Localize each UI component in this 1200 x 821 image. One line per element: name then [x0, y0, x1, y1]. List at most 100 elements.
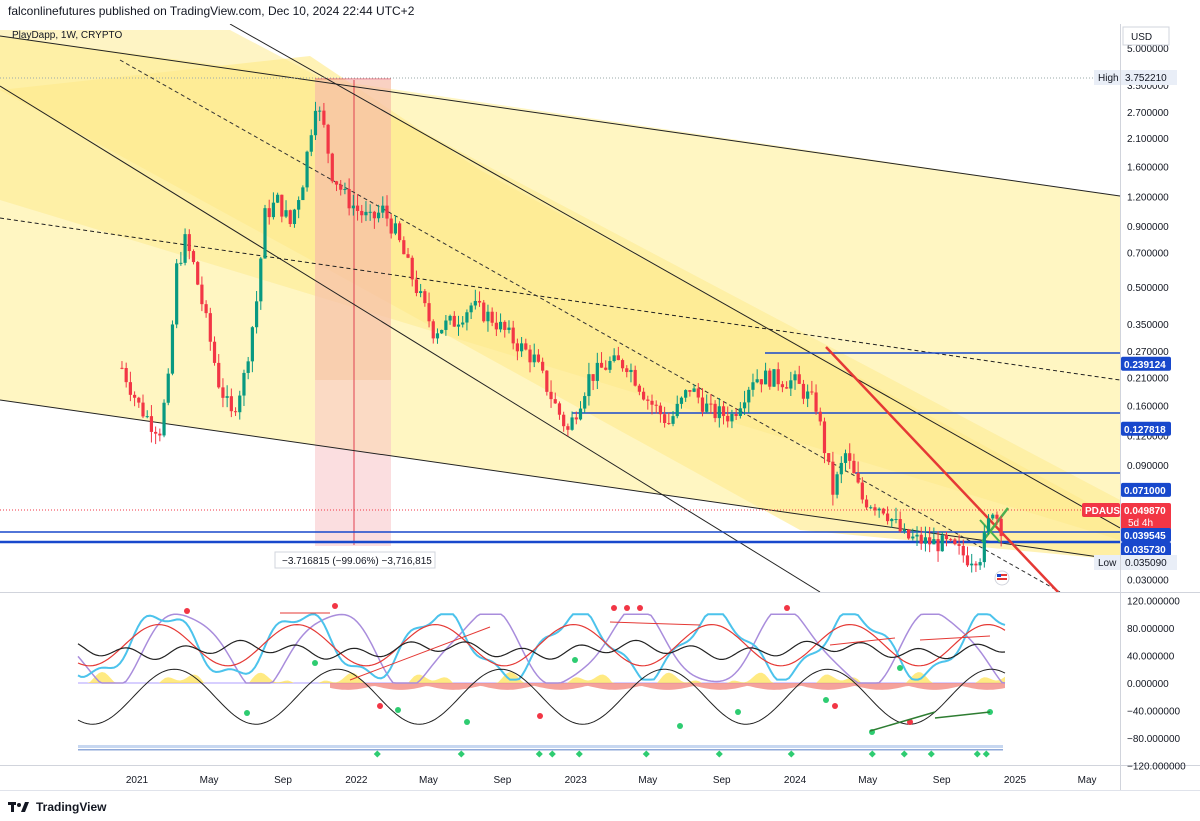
candle-body: [461, 322, 465, 325]
oscillator-pane[interactable]: [77, 603, 1006, 758]
oscillator-axis[interactable]: 120.000000 80.000000 40.000000 0.000000 −40.…: [1127, 597, 1186, 773]
candle-body: [292, 209, 297, 225]
candle-body: [158, 433, 162, 436]
candle-body: [801, 383, 806, 399]
channel-bottom-line: [0, 399, 1120, 561]
tradingview-logo-icon: [8, 800, 30, 814]
candle-body: [742, 402, 747, 409]
candle-body: [532, 354, 536, 363]
candle-body: [759, 379, 763, 385]
candle-body: [999, 518, 1003, 537]
candle-body: [376, 212, 381, 219]
candle-body: [953, 539, 957, 545]
price-tick-label: 2.100000: [1127, 134, 1169, 145]
price-tick-label: 2.700000: [1127, 108, 1169, 119]
divergence-top-4: [829, 637, 896, 646]
candle-body: [334, 181, 339, 185]
candle-body: [721, 406, 726, 416]
candle-body: [583, 396, 587, 409]
oscillator-tick-label: 0.000000: [1127, 679, 1169, 690]
candle-body: [936, 539, 940, 552]
candle-body: [187, 234, 191, 252]
candle-body: [360, 210, 364, 216]
time-tick-label: Sep: [493, 775, 511, 786]
price-tick-label: 0.900000: [1127, 222, 1169, 233]
divergence-top-5: [919, 635, 991, 641]
time-axis[interactable]: 2021 May Sep 2022 May Sep 2023 May Sep 2024 May Sep…: [126, 775, 1097, 786]
candle-body: [679, 397, 684, 404]
price-tag-value: 0.239124: [1124, 360, 1166, 371]
oscillator-tick-label: 40.000000: [1127, 652, 1175, 663]
currency-box[interactable]: [1122, 26, 1170, 46]
candle-body: [780, 384, 785, 388]
candle-body: [389, 218, 393, 234]
candle-body: [608, 361, 612, 370]
candle-body: [692, 388, 696, 392]
candle-body: [574, 417, 578, 420]
candle-body: [498, 321, 503, 330]
price-tag-bg: [1121, 356, 1171, 371]
candle-body: [705, 403, 709, 412]
band-signal-dot: [575, 750, 583, 758]
candle-body: [250, 327, 254, 362]
candle-body: [402, 240, 406, 255]
candle-body: [355, 205, 360, 211]
candle-body: [776, 369, 780, 385]
candle-body: [785, 387, 789, 389]
candle-body: [814, 392, 818, 412]
candle-body: [717, 406, 721, 419]
candle-body: [860, 482, 864, 500]
candle-body: [284, 210, 288, 217]
price-tag-bg: [1121, 528, 1171, 542]
candle-body: [372, 211, 376, 219]
band-signal-dot: [642, 750, 650, 758]
candle-body: [856, 473, 860, 483]
candle-body: [658, 405, 663, 415]
band-signal-dot: [535, 750, 543, 758]
candle-body: [629, 369, 633, 373]
symbol-tag: PDAUSD: [1085, 506, 1127, 517]
price-pane[interactable]: −3.716815 (−99.06%) −3,716,815 PlayDapp,…: [0, 24, 1120, 592]
candle-body: [852, 460, 856, 474]
candle-body: [881, 508, 885, 514]
candle-body: [225, 396, 229, 398]
candle-body: [217, 362, 221, 388]
divergence-bottom-2: [934, 711, 991, 719]
price-tag-value: 3.752210: [1125, 73, 1167, 84]
candle-body: [667, 423, 671, 425]
red-trendline: [825, 346, 1059, 592]
candle-body: [793, 374, 797, 381]
candle-body: [419, 291, 423, 294]
candle-body: [313, 110, 318, 136]
band-signal-dot: [548, 750, 556, 758]
candle-body: [233, 411, 238, 413]
candle-body: [473, 300, 477, 306]
price-tick-label: 0.270000: [1127, 347, 1169, 358]
price-tag-label-bg: [1094, 70, 1120, 85]
signal-dot: [332, 603, 338, 609]
price-tick-label: 5.000000: [1127, 44, 1169, 55]
candle-body: [149, 416, 154, 432]
candle-body: [650, 400, 654, 405]
price-tag-value: 0.035730: [1124, 545, 1166, 556]
candle-body: [688, 390, 692, 392]
price-tick-label: 0.350000: [1127, 320, 1169, 331]
candle-body: [755, 379, 759, 383]
divergence-bottom-1: [869, 711, 936, 732]
candle-body: [675, 403, 679, 417]
time-tick-label: 2025: [1004, 775, 1027, 786]
tradingview-brand: TradingView: [36, 800, 107, 814]
band-signal-dot: [457, 750, 465, 758]
band-signal-dot: [715, 750, 723, 758]
price-tag-bg: [1121, 555, 1177, 570]
publish-header: falconlinefutures published on TradingVi…: [8, 4, 415, 18]
candle-body: [477, 300, 482, 303]
flag-canton: [997, 574, 1001, 577]
time-tick-label: 2023: [565, 775, 588, 786]
price-tag-label-bg: [1094, 555, 1120, 570]
price-tick-label: 0.500000: [1127, 283, 1169, 294]
candle-body: [885, 513, 890, 522]
band-signal-dot: [927, 750, 935, 758]
candle-body: [827, 453, 831, 462]
